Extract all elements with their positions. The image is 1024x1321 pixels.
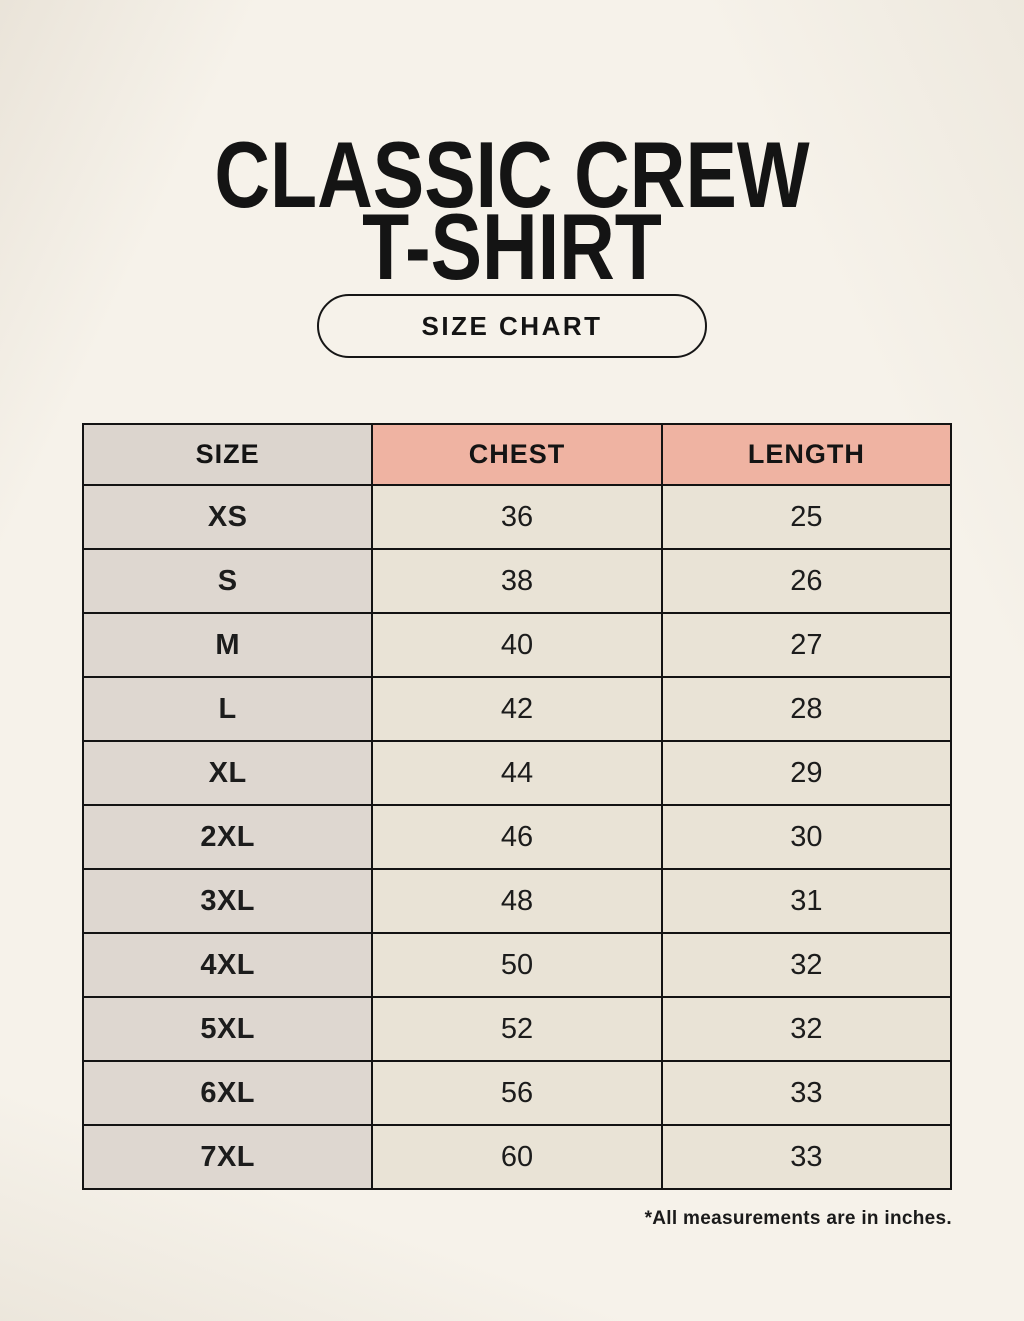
table-row: S 38 26 [81,548,953,614]
size-table: SIZE CHEST LENGTH XS 36 25 S 38 26 M 40 27 L 42 28 X… [81,423,953,1190]
length-cell: 25 [660,484,953,550]
size-cell: M [81,612,374,678]
table-row: XL 44 29 [81,740,953,806]
chest-cell: 38 [371,548,663,614]
size-cell: L [81,676,374,742]
size-cell: S [81,548,374,614]
chest-cell: 44 [371,740,663,806]
table-row: 3XL 48 31 [81,868,953,934]
size-table-header: SIZE CHEST LENGTH [81,423,953,486]
length-cell: 30 [660,804,953,870]
table-row: 2XL 46 30 [81,804,953,870]
size-cell: XS [81,484,374,550]
measurements-footnote: *All measurements are in inches. [644,1208,952,1229]
length-cell: 26 [660,548,953,614]
length-cell: 33 [660,1060,953,1126]
length-cell: 32 [660,932,953,998]
chest-cell: 36 [371,484,663,550]
length-cell: 33 [660,1124,953,1190]
chest-cell: 52 [371,996,663,1062]
size-table-body: XS 36 25 S 38 26 M 40 27 L 42 28 XL 44 29 2XL 46 30 3XL 48 3… [81,484,953,1190]
size-cell: 6XL [81,1060,374,1126]
chest-cell: 60 [371,1124,663,1190]
chest-cell: 42 [371,676,663,742]
size-cell: 4XL [81,932,374,998]
chest-cell: 48 [371,868,663,934]
table-row: 5XL 52 32 [81,996,953,1062]
size-cell: 7XL [81,1124,374,1190]
length-cell: 31 [660,868,953,934]
size-column-header: SIZE [81,423,374,486]
table-row: 6XL 56 33 [81,1060,953,1126]
table-row: 7XL 60 33 [81,1124,953,1190]
chest-cell: 40 [371,612,663,678]
chest-cell: 50 [371,932,663,998]
page-title: CLASSIC CREW T-SHIRT [0,121,1024,299]
size-cell: 5XL [81,996,374,1062]
length-column-header: LENGTH [660,423,953,486]
size-cell: XL [81,740,374,806]
table-row: M 40 27 [81,612,953,678]
chest-column-header: CHEST [371,423,663,486]
table-row: 4XL 50 32 [81,932,953,998]
length-cell: 28 [660,676,953,742]
table-row: XS 36 25 [81,484,953,550]
size-chart-button[interactable]: SIZE CHART [317,294,707,358]
chest-cell: 56 [371,1060,663,1126]
length-cell: 29 [660,740,953,806]
length-cell: 32 [660,996,953,1062]
page-title-line2: T-SHIRT [362,193,662,299]
length-cell: 27 [660,612,953,678]
header-row: SIZE CHEST LENGTH [81,423,953,486]
table-row: L 42 28 [81,676,953,742]
size-cell: 3XL [81,868,374,934]
chest-cell: 46 [371,804,663,870]
page-title-line1: CLASSIC CREW [214,121,810,227]
size-cell: 2XL [81,804,374,870]
